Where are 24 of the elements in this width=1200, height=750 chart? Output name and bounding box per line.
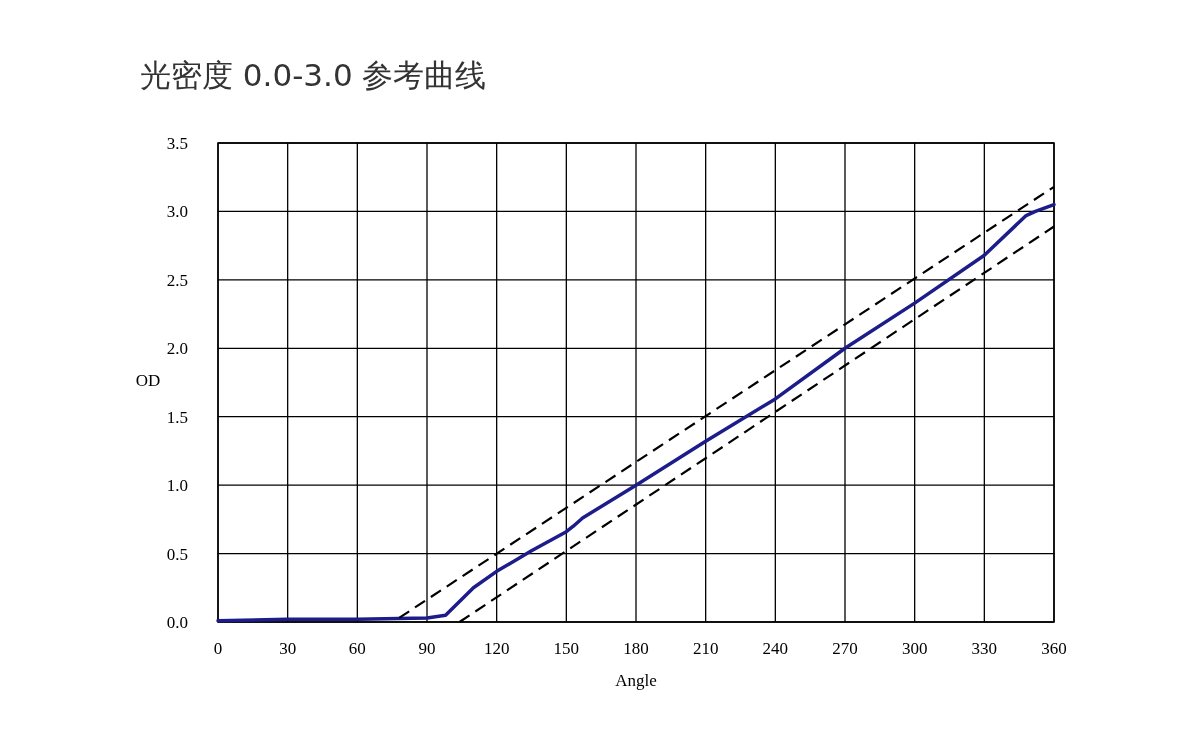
y-axis-title: OD: [135, 370, 161, 390]
x-tick-label: 240: [762, 639, 789, 658]
x-tick-label: 120: [483, 639, 510, 658]
y-tick-label: 0.5: [166, 544, 188, 564]
x-tick-label: 60: [348, 639, 366, 658]
y-tick-label: 0.0: [166, 613, 188, 632]
chart-title: 光密度 0.0-3.0 参考曲线: [140, 57, 487, 93]
y-tick-label: 1.0: [166, 476, 188, 496]
y-tick-label: 3.0: [166, 202, 188, 222]
x-tick-label: 360: [1041, 639, 1067, 658]
x-tick-label: 180: [623, 639, 649, 658]
x-tick-label: 150: [553, 639, 580, 658]
x-tick-label: 330: [971, 639, 998, 658]
x-axis-title: Angle: [615, 671, 657, 690]
y-tick-label: 3.5: [166, 134, 188, 153]
x-tick-label: 90: [418, 639, 436, 658]
y-tick-label: 1.5: [166, 407, 188, 427]
x-tick-label: 300: [901, 639, 928, 658]
y-tick-label: 2.5: [166, 270, 188, 290]
x-tick-label: 30: [279, 639, 297, 658]
x-tick-label: 210: [692, 639, 719, 658]
x-tick-label: 0: [213, 639, 223, 658]
x-tick-label: 270: [832, 639, 858, 658]
y-tick-label: 2.0: [166, 339, 188, 359]
